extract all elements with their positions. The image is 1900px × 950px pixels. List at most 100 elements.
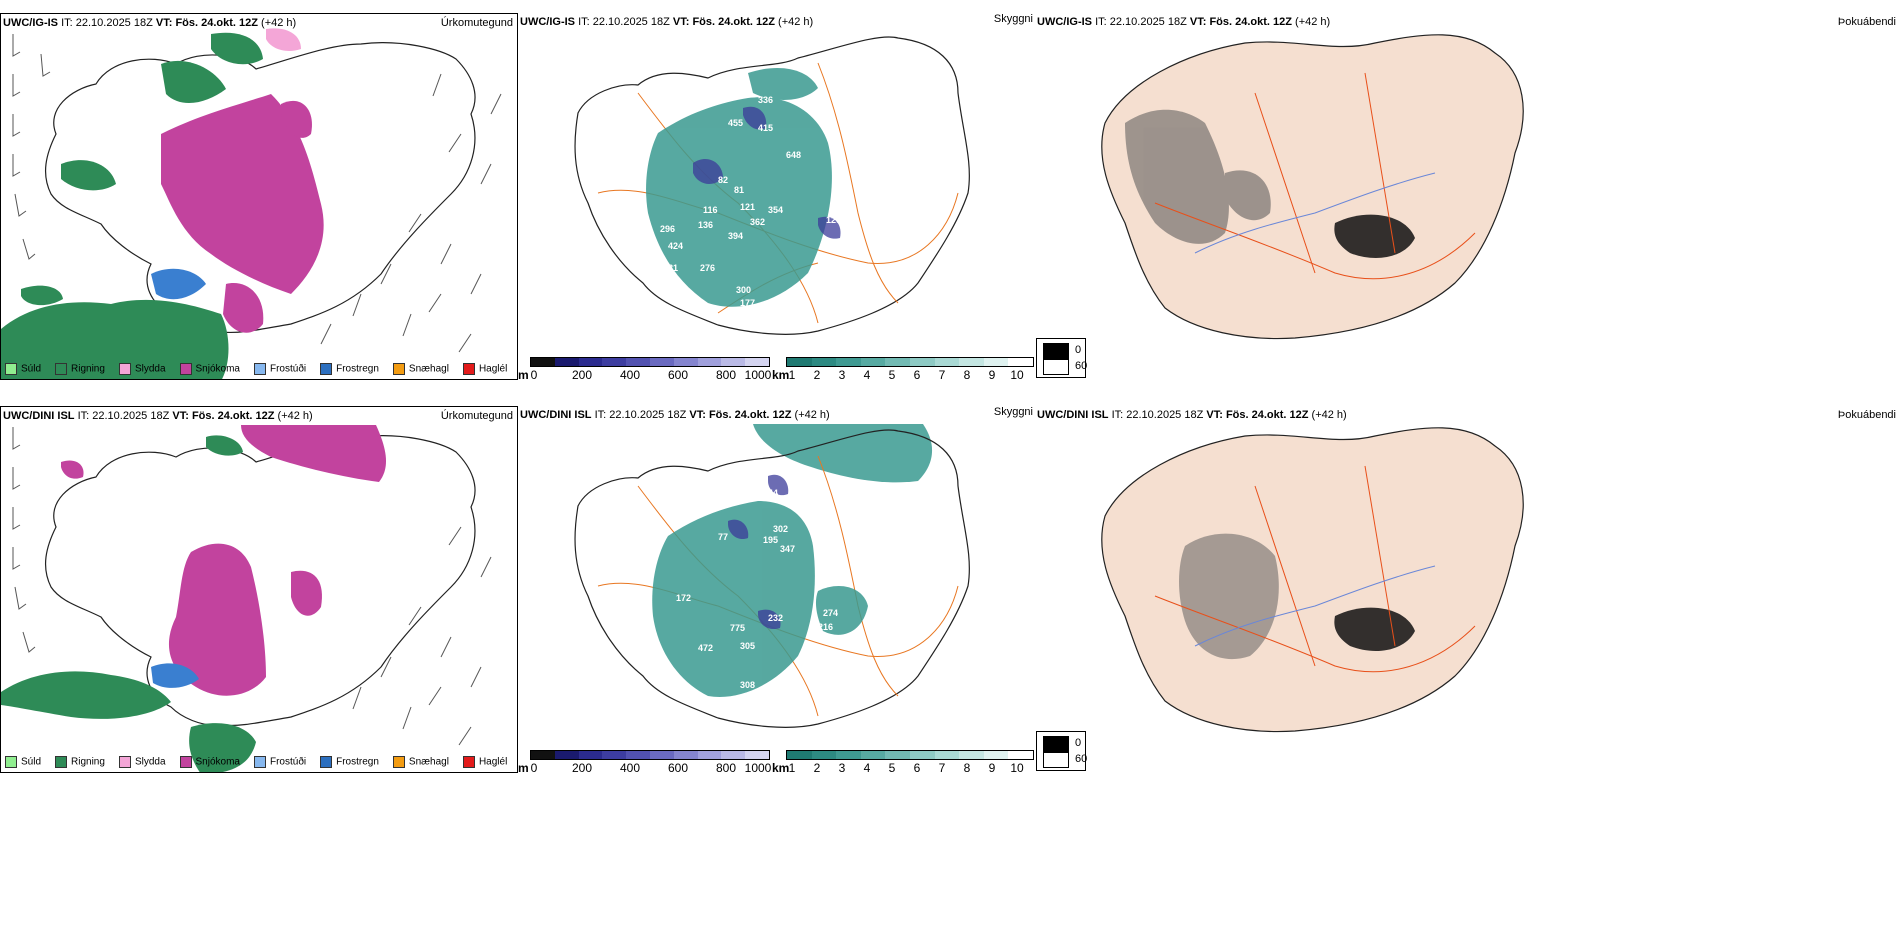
ceiling-label: 136 xyxy=(698,220,713,230)
row2-fog-title: Þokuábendi xyxy=(1837,409,1896,421)
legend-item: Haglél xyxy=(462,756,507,768)
rain-areas xyxy=(1,435,256,772)
ceiling-label: 775 xyxy=(730,623,745,633)
legend-item: Súld xyxy=(5,363,41,375)
ceiling-label: 195 xyxy=(763,535,778,545)
ceiling-label: 648 xyxy=(786,150,801,160)
ceiling-label: 216 xyxy=(818,622,833,632)
row1-precip-title: Úrkomutegund xyxy=(440,17,513,29)
legend-item: Frostregn xyxy=(320,756,379,768)
row1-precip-header: UWC/IG-IS IT: 22.10.2025 18Z VT: Fös. 24… xyxy=(3,17,297,29)
legend-item: Súld xyxy=(5,756,41,768)
fog-indicator-map xyxy=(1101,34,1524,340)
visibility-ceiling-map: 75 455 336 415 648 82 81 116 121 354 296… xyxy=(574,36,970,335)
ceiling-label: 258 xyxy=(738,708,753,718)
legend-item: Snæhagl xyxy=(392,756,449,768)
ceiling-label: 455 xyxy=(728,118,743,128)
upper-cloud-sheet xyxy=(753,424,933,483)
legend-item: Haglél xyxy=(462,363,507,375)
row1-fog-panel: UWC/IG-IS IT: 22.10.2025 18Z VT: Fös. 24… xyxy=(1035,13,1900,380)
ceiling-label: 82 xyxy=(718,175,728,185)
ceiling-label: 472 xyxy=(698,643,713,653)
ceiling-label: 116 xyxy=(703,205,718,215)
ceiling-label: 177 xyxy=(740,298,755,308)
ceiling-label: 415 xyxy=(758,123,773,133)
row1-visibility-panel: 75 455 336 415 648 82 81 116 121 354 296… xyxy=(518,13,1035,380)
row1-visibility-header: UWC/IG-IS IT: 22.10.2025 18Z VT: Fös. 24… xyxy=(520,16,814,28)
rain-areas xyxy=(1,32,263,379)
ceiling-label: 296 xyxy=(660,224,675,234)
iceland-land xyxy=(1101,427,1524,733)
legend-item: Snjókoma xyxy=(179,756,240,768)
ceiling-label: 276 xyxy=(700,263,715,273)
freezing-rain-areas xyxy=(151,268,206,300)
ceiling-label: 274 xyxy=(823,608,838,618)
ceiling-label: 218 xyxy=(740,694,755,704)
ceiling-label: 308 xyxy=(740,680,755,690)
ceiling-label: 354 xyxy=(768,205,783,215)
legend-item: Slydda xyxy=(118,756,166,768)
ceiling-label: 172 xyxy=(676,593,691,603)
fog-shading xyxy=(1179,533,1279,660)
precip-type-map xyxy=(1,425,492,772)
legend-item: Rigning xyxy=(55,363,105,375)
ceiling-value-labels: 144 302 195 347 77 172 775 232 274 216 4… xyxy=(630,488,838,721)
row2-precip-header: UWC/DINI ISL IT: 22.10.2025 18Z VT: Fös.… xyxy=(3,410,313,422)
ceiling-label: 424 xyxy=(668,241,683,251)
row2-visibility-panel: 144 302 195 347 77 172 775 232 274 216 4… xyxy=(518,406,1035,773)
low-cloud-areas xyxy=(652,501,868,697)
precip-type-map xyxy=(1,28,502,379)
ceiling-label: 362 xyxy=(750,217,765,227)
snow-areas xyxy=(61,425,387,696)
wind-barbs xyxy=(12,34,502,353)
row2-precip-type-panel: UWC/DINI ISL IT: 22.10.2025 18Z VT: Fös.… xyxy=(0,406,518,773)
ceiling-label: 336 xyxy=(758,95,773,105)
iceland-coastline xyxy=(45,42,476,334)
fog-dense-area xyxy=(1334,607,1415,651)
row2-visibility-title: Skyggni xyxy=(993,406,1033,418)
legend-item: Frostúði xyxy=(253,363,306,375)
legend-item: Frostregn xyxy=(320,363,379,375)
legend-item: Snæhagl xyxy=(392,363,449,375)
ceiling-label: 144 xyxy=(763,488,778,498)
row1-fog-header: UWC/IG-IS IT: 22.10.2025 18Z VT: Fös. 24… xyxy=(1037,16,1331,28)
ceiling-label: 300 xyxy=(736,285,751,295)
ceiling-label: 232 xyxy=(768,613,783,623)
low-cloud-areas xyxy=(646,68,832,307)
row1-fog-legend: 0 60 xyxy=(1036,338,1087,378)
snow-areas xyxy=(161,94,324,333)
row1-visibility-title: Skyggni xyxy=(993,13,1033,25)
visibility-ceiling-map: 144 302 195 347 77 172 775 232 274 216 4… xyxy=(574,424,970,728)
legend-item: Rigning xyxy=(55,756,105,768)
legend-item: Frostúði xyxy=(253,756,306,768)
river-lines xyxy=(1194,172,1436,254)
ceiling-label: 81 xyxy=(734,185,744,195)
ceiling-value-labels: 75 455 336 415 648 82 81 116 121 354 296… xyxy=(636,95,841,320)
row2-fog-panel: UWC/DINI ISL IT: 22.10.2025 18Z VT: Fös.… xyxy=(1035,406,1900,773)
wind-barbs xyxy=(12,427,492,746)
fog-dense-area xyxy=(1334,214,1415,258)
low-ceiling-areas xyxy=(693,106,841,239)
row2-ceiling-colorbar: m 0 200 400 600 800 1000 xyxy=(518,750,771,775)
row2-precip-title: Úrkomutegund xyxy=(440,410,513,422)
ceiling-label: 75 xyxy=(636,115,646,125)
legend-item: Slydda xyxy=(118,363,166,375)
row1-visibility-colorbar: km 1 2 3 4 5 6 7 8 9 10 xyxy=(772,357,1034,382)
rivers-roads xyxy=(1154,465,1476,673)
ceiling-label: 347 xyxy=(780,544,795,554)
row2-precip-legend: Súld Rigning Slydda Snjókoma Frostúði Fr… xyxy=(5,756,507,768)
freezing-rain-areas xyxy=(151,663,199,688)
sleet-area xyxy=(266,28,301,51)
fog-shading xyxy=(1125,109,1271,244)
ceiling-label: 176 xyxy=(756,310,771,320)
ceiling-label: 581 xyxy=(663,263,678,273)
iceland-coastline xyxy=(574,429,970,728)
ceiling-label: 77 xyxy=(718,532,728,542)
ceiling-label: 121 xyxy=(740,202,755,212)
row2-fog-legend: 0 60 xyxy=(1036,731,1087,771)
iceland-land xyxy=(1101,34,1524,340)
row2-visibility-header: UWC/DINI ISL IT: 22.10.2025 18Z VT: Fös.… xyxy=(520,409,830,421)
row1-fog-title: Þokuábendi xyxy=(1837,16,1896,28)
ceiling-label: 102 xyxy=(760,711,775,721)
row1-precip-type-panel: UWC/IG-IS IT: 22.10.2025 18Z VT: Fös. 24… xyxy=(0,13,518,380)
